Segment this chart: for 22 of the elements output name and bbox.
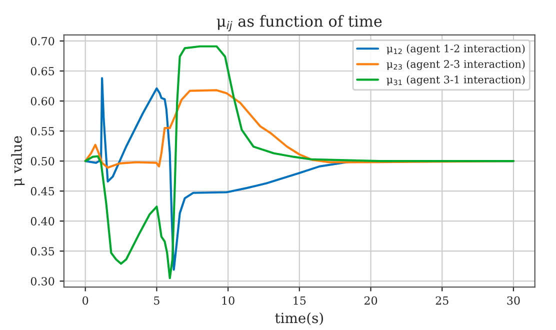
y-axis-title: μ value xyxy=(11,136,25,186)
x-tick-label: 30 xyxy=(507,296,520,305)
y-tick-label: 0.70 xyxy=(30,36,54,46)
x-tick-label: 5 xyxy=(154,296,160,305)
chart-title: μ$_{ij}$ as function of time xyxy=(216,15,382,32)
y-tick-label: 0.65 xyxy=(30,66,54,76)
x-tick-label: 15 xyxy=(294,296,306,305)
x-tick-label: 10 xyxy=(222,296,234,305)
legend-label: μ$_{23}$ (agent 2-3 interaction) xyxy=(386,60,525,70)
y-tick-label: 0.35 xyxy=(30,247,54,256)
legend-label: μ$_{31}$ (agent 3-1 interaction) xyxy=(386,75,525,86)
y-tick-label: 0.30 xyxy=(30,277,54,286)
y-tick-label: 0.55 xyxy=(30,127,54,136)
y-tick-label: 0.50 xyxy=(30,157,54,166)
legend-label: μ$_{12}$ (agent 1-2 interaction) xyxy=(386,44,525,55)
x-tick-label: 25 xyxy=(436,296,448,305)
y-tick-label: 0.40 xyxy=(30,217,54,226)
y-tick-label: 0.60 xyxy=(30,96,54,106)
y-tick-label: 0.45 xyxy=(30,187,54,196)
x-tick-label: 20 xyxy=(364,296,378,305)
x-tick-label: 0 xyxy=(82,296,88,305)
x-axis-title: time(s) xyxy=(275,312,323,326)
